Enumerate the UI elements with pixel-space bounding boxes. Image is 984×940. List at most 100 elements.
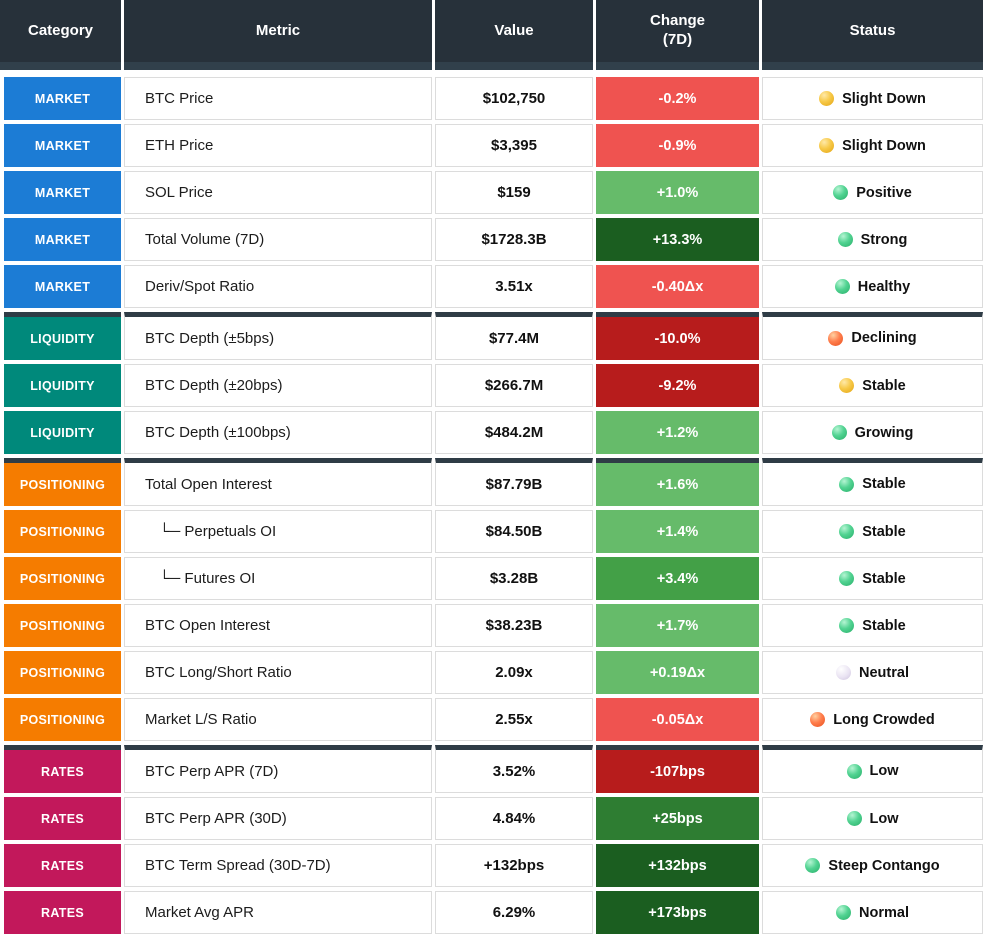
category-badge: MARKET — [4, 218, 121, 261]
change-cell: +1.4% — [596, 510, 759, 553]
change-cell: -0.2% — [596, 77, 759, 120]
category-badge: POSITIONING — [4, 651, 121, 694]
table-row: POSITIONING Total Open Interest $87.79B … — [0, 458, 983, 506]
change-label: -10.0% — [654, 330, 701, 347]
status-label: Healthy — [857, 278, 911, 295]
table-row: POSITIONING BTC Open Interest $38.23B +1… — [0, 604, 983, 647]
metric-label: Market Avg APR — [145, 904, 254, 921]
header-cell-value: Value — [435, 0, 593, 70]
change-label: +0.19Δx — [649, 664, 706, 681]
value-label: 2.55x — [495, 711, 533, 728]
category-badge: MARKET — [4, 77, 121, 120]
status-dot-icon — [839, 524, 855, 539]
table-row: POSITIONING Market L/S Ratio 2.55x -0.05… — [0, 698, 983, 741]
value-label: 3.52% — [492, 762, 536, 780]
value-cell: +132bps — [435, 844, 593, 887]
table-row: MARKET Deriv/Spot Ratio 3.51x -0.40Δx He… — [0, 265, 983, 308]
header-cell-change: Change (7D) — [596, 0, 759, 70]
category-badge-label: POSITIONING — [19, 477, 106, 492]
table-row: MARKET BTC Price $102,750 -0.2% Slight D… — [0, 77, 983, 120]
status-label: Strong — [860, 231, 908, 248]
category-badge: LIQUIDITY — [4, 364, 121, 407]
metric-label: BTC Price — [145, 90, 214, 107]
header-label: Value — [494, 21, 534, 39]
status-label: Normal — [859, 904, 909, 921]
change-cell: -10.0% — [596, 312, 759, 360]
metric-cell: BTC Depth (±20bps) — [124, 364, 432, 407]
change-cell: +25bps — [596, 797, 759, 840]
category-badge: RATES — [4, 797, 121, 840]
metric-label: Total Volume (7D) — [145, 231, 265, 248]
header-cell-metric: Metric — [124, 0, 432, 70]
category-badge: POSITIONING — [4, 557, 121, 600]
status-cell: Stable — [762, 458, 983, 506]
metric-cell: Market Avg APR — [124, 891, 432, 934]
metric-cell: ETH Price — [124, 124, 432, 167]
value-label: 2.09x — [495, 664, 533, 681]
change-cell: -0.05Δx — [596, 698, 759, 741]
change-label: +3.4% — [656, 570, 699, 587]
category-badge: POSITIONING — [4, 604, 121, 647]
status-cell: Stable — [762, 557, 983, 600]
value-cell: $1728.3B — [435, 218, 593, 261]
value-cell: $484.2M — [435, 411, 593, 454]
status-dot-icon — [831, 425, 847, 440]
status-dot-icon — [836, 665, 852, 680]
change-label: -9.2% — [658, 377, 697, 394]
metric-label: BTC Depth (±20bps) — [145, 377, 283, 394]
status-dot-icon — [834, 279, 850, 294]
change-label: +132bps — [648, 857, 707, 874]
status-label: Slight Down — [842, 90, 926, 107]
change-label: -0.40Δx — [651, 278, 704, 295]
header-label: Category — [27, 21, 94, 39]
status-cell: Stable — [762, 604, 983, 647]
change-cell: +1.7% — [596, 604, 759, 647]
metric-cell: Deriv/Spot Ratio — [124, 265, 432, 308]
value-cell: $84.50B — [435, 510, 593, 553]
status-label: Neutral — [859, 664, 909, 681]
category-badge-label: POSITIONING — [19, 712, 106, 727]
metric-label: BTC Depth (±5bps) — [145, 329, 275, 347]
metric-cell: BTC Perp APR (30D) — [124, 797, 432, 840]
table-row: POSITIONING └─ Futures OI $3.28B +3.4% S… — [0, 557, 983, 600]
category-badge: RATES — [4, 745, 121, 793]
metric-cell: BTC Term Spread (30D-7D) — [124, 844, 432, 887]
change-label: -0.05Δx — [651, 711, 704, 728]
header-cell-status: Status — [762, 0, 983, 70]
metric-label: SOL Price — [145, 184, 213, 201]
table-row: MARKET SOL Price $159 +1.0% Positive — [0, 171, 983, 214]
metric-label: └─ Perpetuals OI — [159, 523, 277, 540]
metric-cell: BTC Depth (±5bps) — [124, 312, 432, 360]
status-cell: Low — [762, 745, 983, 793]
status-label: Low — [869, 810, 899, 827]
status-cell: Slight Down — [762, 124, 983, 167]
table-row: RATES BTC Perp APR (7D) 3.52% -107bps Lo… — [0, 745, 983, 793]
status-label: Slight Down — [842, 137, 926, 154]
table-row: POSITIONING └─ Perpetuals OI $84.50B +1.… — [0, 510, 983, 553]
metric-cell: SOL Price — [124, 171, 432, 214]
value-label: 4.84% — [492, 810, 536, 827]
value-cell: $38.23B — [435, 604, 593, 647]
metric-cell: BTC Depth (±100bps) — [124, 411, 432, 454]
status-dot-icon — [839, 571, 855, 586]
table-row: LIQUIDITY BTC Depth (±5bps) $77.4M -10.0… — [0, 312, 983, 360]
status-cell: Stable — [762, 364, 983, 407]
category-badge: MARKET — [4, 124, 121, 167]
change-label: -0.9% — [658, 137, 697, 154]
change-cell: -0.40Δx — [596, 265, 759, 308]
metric-label: BTC Term Spread (30D-7D) — [145, 857, 331, 874]
category-badge-label: RATES — [41, 905, 84, 920]
status-dot-icon — [836, 905, 852, 920]
value-label: $87.79B — [485, 475, 543, 493]
status-label: Stable — [862, 570, 906, 587]
change-label: +13.3% — [652, 231, 703, 248]
status-label: Growing — [854, 424, 914, 441]
status-label: Declining — [851, 330, 917, 346]
table-row: RATES BTC Term Spread (30D-7D) +132bps +… — [0, 844, 983, 887]
category-badge-label: MARKET — [34, 138, 91, 153]
category-badge-label: LIQUIDITY — [30, 425, 95, 440]
change-cell: -9.2% — [596, 364, 759, 407]
value-cell: $102,750 — [435, 77, 593, 120]
category-badge-label: RATES — [41, 811, 84, 826]
change-cell: +3.4% — [596, 557, 759, 600]
